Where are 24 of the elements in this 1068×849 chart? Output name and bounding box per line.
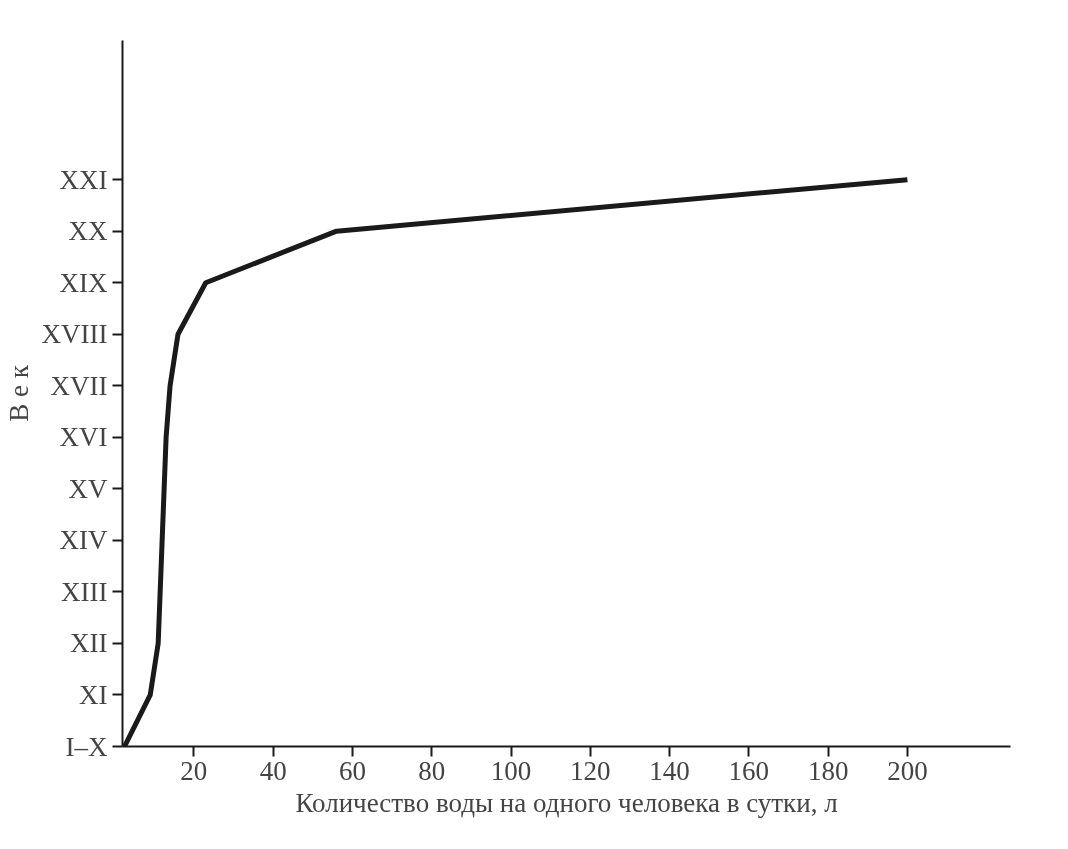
y-tick-label: XVII	[50, 370, 108, 401]
y-tick-label: XX	[68, 216, 108, 247]
y-tick-label: I–X	[65, 731, 108, 762]
x-tick-label: 60	[338, 755, 366, 786]
y-tick-label: XIX	[59, 267, 108, 298]
y-tick-label: XII	[70, 628, 108, 659]
x-tick-label: 160	[728, 755, 770, 786]
x-tick-label: 80	[418, 755, 446, 786]
y-tick-label: XVI	[59, 422, 108, 453]
x-tick-label: 180	[807, 755, 849, 786]
x-tick-label: 20	[180, 755, 208, 786]
y-tick-label: XIII	[61, 576, 108, 607]
x-tick-label: 100	[490, 755, 532, 786]
x-tick-label: 140	[649, 755, 690, 786]
y-tick-label: XIV	[59, 525, 108, 556]
y-axis-title: В е к	[3, 364, 34, 422]
x-tick-label: 120	[570, 755, 611, 786]
x-tick-label: 200	[887, 755, 928, 786]
y-tick-label: XVIII	[41, 319, 108, 350]
y-tick-label: XI	[79, 679, 108, 710]
y-tick-label: XXI	[59, 164, 108, 195]
y-tick-label: XV	[68, 473, 108, 504]
x-tick-label: 40	[259, 755, 287, 786]
x-axis-title: Количество воды на одного человека в сутки, л	[295, 787, 838, 818]
